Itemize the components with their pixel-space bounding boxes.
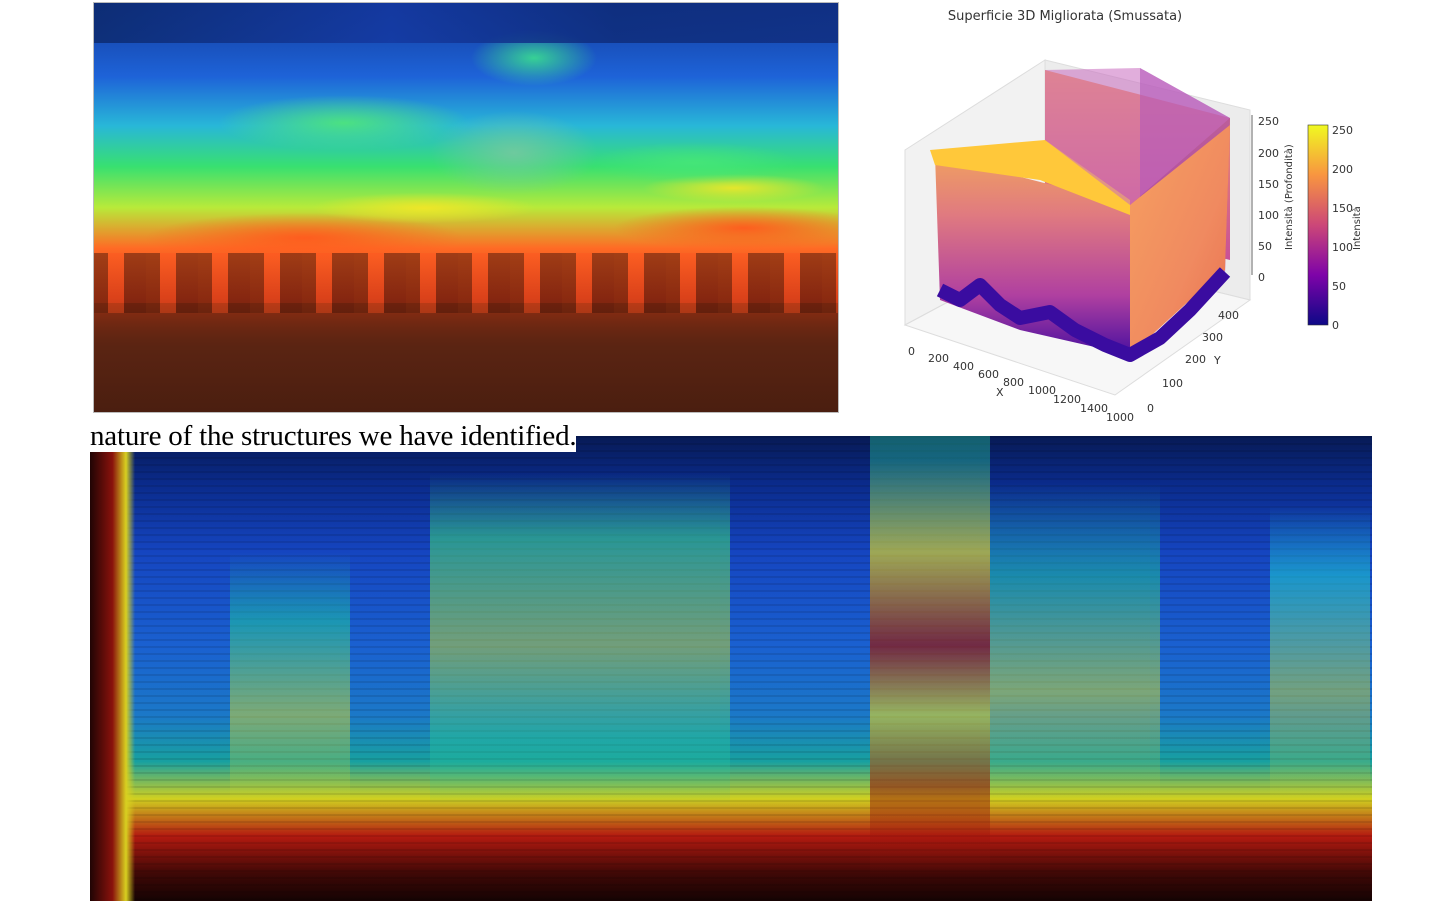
z-axis: 250 200 150 100 50 0 Intensità (Profondi… [1251, 115, 1295, 284]
colorbar-tick: 100 [1332, 241, 1353, 254]
false-color-spectrogram-image [90, 436, 1372, 901]
x-tick: 600 [978, 368, 999, 381]
y-tick: 100 [1162, 377, 1183, 390]
heatmap-building-silhouettes [94, 253, 838, 313]
caption-text: nature of the structures we have identif… [90, 420, 577, 452]
z-tick: 50 [1258, 240, 1272, 253]
y-axis: 0 100 200 300 400 Y [1147, 309, 1239, 415]
x-tick: 1000 [1106, 411, 1134, 424]
spectrogram-bright-column [430, 436, 730, 901]
z-axis-label: Intensità (Profondità) [1283, 144, 1295, 250]
x-axis-label: X [996, 386, 1004, 399]
x-tick: 200 [928, 352, 949, 365]
x-tick: 1000 [1028, 384, 1056, 397]
chart-title: Superficie 3D Migliorata (Smussata) [948, 9, 1182, 24]
colorbar-label: Intensità [1351, 206, 1363, 250]
z-tick: 0 [1258, 271, 1265, 284]
x-tick: 1400 [1080, 402, 1108, 415]
colorbar-tick: 200 [1332, 163, 1353, 176]
colorbar: 250 200 150 100 50 0 Intensità [1307, 124, 1363, 332]
x-tick: 400 [953, 360, 974, 373]
z-tick: 100 [1258, 209, 1279, 222]
spectrogram-bright-column [870, 436, 990, 901]
z-tick: 150 [1258, 178, 1279, 191]
y-axis-label: Y [1213, 354, 1221, 367]
y-tick: 400 [1218, 309, 1239, 322]
heatmap-dark-band [94, 3, 838, 43]
colorbar-tick: 50 [1332, 280, 1346, 293]
z-tick: 200 [1258, 147, 1279, 160]
y-tick: 0 [1147, 402, 1154, 415]
y-tick: 300 [1202, 331, 1223, 344]
spectrogram-bright-column [230, 436, 350, 901]
x-tick: 0 [908, 345, 915, 358]
false-color-heatmap-image [93, 2, 839, 413]
x-axis: 0 200 400 600 800 1000 1200 1400 1000 X [908, 345, 1134, 424]
surface-3d-chart: Superficie 3D Migliorata (Smussata) 250 … [903, 9, 1363, 424]
spectrogram-left-edge [90, 436, 135, 901]
x-tick: 1200 [1053, 393, 1081, 406]
colorbar-tick: 0 [1332, 319, 1339, 332]
spectrogram-bright-column [1270, 436, 1370, 901]
y-tick: 200 [1185, 353, 1206, 366]
spectrogram-bright-column [990, 436, 1160, 901]
heatmap-bottom-band [94, 303, 838, 412]
colorbar-tick: 250 [1332, 124, 1353, 137]
colorbar-tick: 150 [1332, 202, 1353, 215]
x-tick: 800 [1003, 376, 1024, 389]
surface-mesh [930, 68, 1231, 362]
z-tick: 250 [1258, 115, 1279, 128]
